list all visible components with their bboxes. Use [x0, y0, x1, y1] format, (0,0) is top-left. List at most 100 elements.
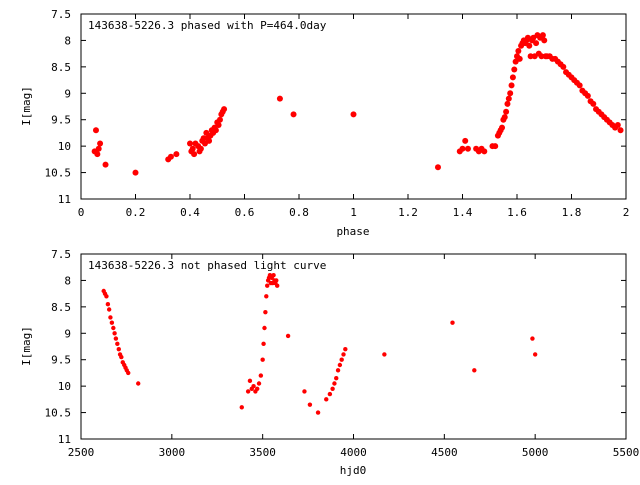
unphased-data-point	[343, 346, 348, 352]
phased-data-point	[191, 151, 198, 158]
phased-x-axis-label: phase	[336, 225, 369, 238]
unphased-data-point	[335, 368, 341, 373]
phased-data-point	[509, 74, 516, 81]
phased-data-point	[511, 66, 518, 73]
unphased-axis-ticks: 2500 3000 3500 4000 4500 5000 5500 7.5 8 8.5 9 9.5 1…	[45, 248, 640, 459]
phased-y-tick-label: 9.5	[51, 114, 71, 127]
phased-data-point	[464, 145, 471, 152]
phased-x-tick-label: 0.4	[180, 206, 200, 219]
unphased-data-point	[271, 272, 276, 278]
unphased-data-points	[101, 272, 538, 415]
unphased-data-point	[109, 320, 115, 325]
unphased-data-point	[119, 354, 124, 360]
phased-data-point	[102, 161, 109, 168]
unphased-light-curve-panel: 143638-5226.3 not phased light curve hjd…	[20, 248, 639, 477]
unphased-data-point	[260, 357, 265, 362]
phased-data-point	[95, 145, 102, 152]
unphased-x-axis-label: hjd0	[340, 464, 367, 477]
unphased-data-point	[275, 283, 280, 288]
phased-y-tick-label: 11	[58, 193, 71, 206]
phased-y-tick-label: 8	[64, 34, 71, 47]
unphased-data-point	[245, 389, 251, 394]
phased-data-point	[617, 127, 624, 134]
unphased-y-tick-label: 10.5	[45, 407, 72, 420]
unphased-data-point	[239, 405, 244, 410]
unphased-x-tick-label: 4000	[340, 446, 367, 459]
unphased-data-point	[258, 373, 264, 378]
phased-data-point	[215, 122, 222, 128]
unphased-data-point	[332, 381, 337, 386]
phased-x-tick-label: 1.2	[398, 206, 418, 219]
unphased-data-point	[327, 391, 333, 397]
phased-data-point	[576, 82, 583, 89]
unphased-data-point	[116, 346, 121, 352]
phased-data-points	[91, 32, 624, 176]
unphased-data-point	[255, 386, 260, 391]
phased-x-tick-label: 0.8	[289, 206, 309, 219]
phased-data-point	[462, 137, 469, 144]
unphased-data-point	[324, 397, 329, 402]
phased-data-point	[507, 90, 514, 97]
unphased-data-point	[264, 294, 269, 299]
phased-data-point	[216, 116, 223, 123]
phased-x-tick-label: 0.2	[126, 206, 146, 219]
phased-light-curve-panel: 143638-5226.3 phased with P=464.0day pha…	[20, 8, 629, 238]
phased-plot-title: 143638-5226.3 phased with P=464.0day	[88, 19, 327, 32]
phased-data-point	[614, 122, 621, 128]
phased-data-point	[197, 145, 204, 152]
unphased-y-tick-label: 9.5	[51, 354, 71, 367]
phased-data-point	[276, 95, 283, 102]
unphased-y-tick-label: 8	[64, 274, 71, 287]
unphased-data-point	[330, 386, 335, 391]
unphased-data-point	[382, 352, 387, 357]
phased-data-point	[350, 111, 357, 118]
phased-y-tick-label: 10	[58, 140, 71, 153]
phased-data-point	[187, 140, 193, 147]
unphased-data-point	[115, 341, 120, 347]
phased-data-point	[508, 82, 515, 89]
unphased-x-tick-label: 5500	[613, 446, 640, 459]
phased-data-point	[132, 169, 139, 176]
unphased-data-point	[106, 307, 112, 312]
phased-data-point	[92, 127, 99, 134]
unphased-data-point	[136, 381, 141, 386]
unphased-data-point	[126, 370, 131, 376]
phased-data-point	[590, 100, 597, 107]
phased-y-tick-label: 8.5	[51, 61, 71, 74]
phased-y-tick-label: 10.5	[45, 167, 72, 180]
phased-data-point	[459, 145, 466, 152]
unphased-data-point	[334, 376, 339, 381]
phased-y-tick-label: 7.5	[51, 8, 71, 21]
phased-y-tick-label: 9	[64, 87, 71, 100]
unphased-data-point	[307, 402, 313, 407]
phased-data-point	[492, 143, 499, 150]
phased-data-point	[516, 55, 523, 62]
unphased-data-point	[262, 325, 267, 331]
unphased-data-point	[532, 352, 538, 357]
unphased-data-point	[247, 378, 253, 384]
unphased-data-point	[265, 283, 270, 288]
phased-x-tick-label: 0	[78, 206, 85, 219]
unphased-data-point	[450, 320, 455, 325]
phased-data-point	[560, 63, 567, 70]
phased-axis-ticks: 0 0.2 0.4 0.6 0.8 1 1.2 1.4 1.6 1.8 2 7.5 8 8.5 9 9.5 10…	[45, 8, 630, 219]
phased-data-point	[515, 48, 522, 54]
phased-data-point	[212, 127, 219, 134]
unphased-data-point	[261, 341, 266, 347]
phased-data-point	[505, 95, 512, 102]
unphased-plot-frame	[80, 253, 627, 440]
phased-data-point	[221, 106, 228, 113]
unphased-y-tick-label: 8.5	[51, 301, 71, 314]
phased-data-point	[504, 100, 511, 107]
phased-data-point	[167, 153, 174, 160]
unphased-data-point	[104, 294, 109, 299]
phased-data-point	[584, 92, 591, 99]
unphased-data-point	[256, 381, 262, 386]
unphased-data-point	[530, 336, 535, 341]
phased-data-point	[501, 114, 508, 121]
unphased-y-tick-label: 7.5	[51, 248, 71, 261]
unphased-data-point	[337, 362, 343, 368]
unphased-data-point	[472, 368, 477, 373]
phased-y-axis-label: I[mag]	[20, 86, 33, 126]
